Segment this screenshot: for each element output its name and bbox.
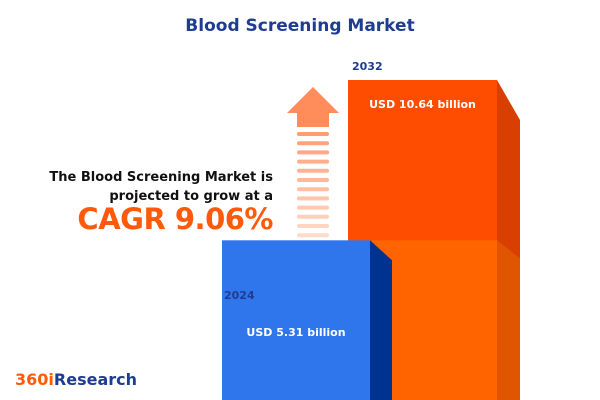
bar-2032-lower-side: [497, 240, 520, 400]
arrow-stripe: [297, 196, 329, 201]
year-label-2032: 2032: [352, 60, 383, 73]
arrow-stripe: [297, 150, 329, 155]
arrow-head: [287, 87, 339, 127]
arrow-stripe: [297, 233, 329, 238]
logo-part-1: 360i: [15, 370, 54, 389]
arrow-stripe: [297, 214, 329, 219]
arrow-stripe: [297, 178, 329, 182]
bar-2024: [222, 240, 370, 400]
year-label-2024: 2024: [224, 289, 255, 302]
chart-title: Blood Screening Market: [185, 16, 415, 36]
arrow-stripe: [297, 187, 329, 192]
blurb-line-1: The Blood Screening Market is: [49, 170, 273, 185]
arrow-stripe: [297, 205, 329, 210]
growth-description: The Blood Screening Market is projected …: [49, 168, 273, 206]
logo: 360iResearch: [15, 370, 137, 389]
data-label-2032: USD 10.64 billion: [369, 98, 476, 111]
arrow-stripe: [297, 168, 329, 173]
blurb-line-2: projected to grow at a: [109, 189, 273, 204]
arrow-stripe: [297, 132, 329, 136]
cagr-value: CAGR 9.06%: [77, 202, 273, 236]
logo-part-2: Research: [53, 370, 137, 389]
arrow-stripe: [297, 224, 329, 228]
data-label-2024: USD 5.31 billion: [246, 326, 346, 339]
bar-2024-side: [370, 240, 392, 400]
arrow-stripe: [297, 159, 329, 164]
arrow-stripe: [297, 141, 329, 146]
